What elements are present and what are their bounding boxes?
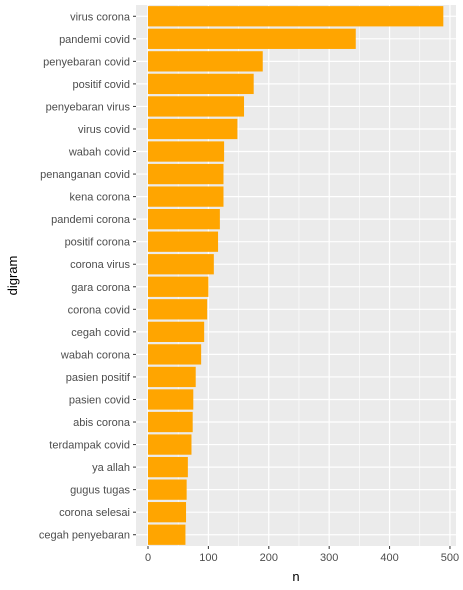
y-tick-label: pasien positif (66, 372, 131, 384)
y-tick-label: kena corona (69, 192, 130, 204)
bar (148, 366, 196, 388)
y-tick-label: pandemi corona (51, 214, 131, 226)
y-tick-label: virus corona (70, 11, 131, 23)
bar (148, 456, 188, 478)
grid-minor (177, 5, 421, 546)
y-tick-label: gara corona (71, 282, 131, 294)
y-tick-label: corona selesai (59, 507, 130, 519)
y-tick-label: positif corona (65, 237, 131, 249)
plot-panel (136, 5, 456, 546)
bar (148, 118, 238, 140)
x-axis-ticks: 0 100 200 300 400 500 (145, 546, 459, 564)
y-tick-label: penyebaran covid (43, 56, 130, 68)
bar (148, 209, 220, 230)
bar (148, 479, 187, 500)
grid-major (136, 5, 456, 546)
bar (148, 502, 187, 523)
bar (148, 73, 254, 95)
y-tick-label: abis corona (73, 417, 131, 429)
bar (148, 276, 209, 297)
bars (148, 6, 444, 545)
y-tick-label: positif covid (73, 79, 130, 91)
x-axis-title: n (292, 569, 299, 584)
y-tick-label: gugus tugas (70, 485, 130, 497)
y-tick-label: terdampak covid (49, 440, 130, 452)
bar (148, 411, 193, 433)
y-tick-label: cegah penyebaran (39, 530, 130, 542)
y-tick-label: penyebaran virus (46, 101, 131, 113)
bar (148, 186, 224, 207)
bar (148, 524, 186, 545)
bar (148, 96, 245, 117)
x-tick-label: 300 (320, 552, 338, 564)
y-tick-label: corona virus (70, 259, 130, 271)
bar (148, 299, 208, 320)
y-tick-label: pasien covid (69, 394, 130, 406)
bar (148, 254, 214, 275)
bar (148, 163, 224, 185)
bar (148, 51, 263, 72)
y-axis-title: digram (5, 256, 20, 296)
y-axis-ticks: virus corona pandemi covid penyebaran covi… (39, 11, 136, 542)
bar (148, 344, 202, 365)
bar (148, 389, 194, 410)
bar (148, 321, 205, 342)
bar (148, 141, 225, 162)
y-tick-label: virus covid (78, 124, 130, 136)
x-tick-label: 0 (145, 552, 151, 564)
y-tick-label: cegah covid (71, 327, 130, 339)
bar (148, 231, 219, 252)
x-tick-label: 100 (199, 552, 217, 564)
x-tick-label: 400 (380, 552, 398, 564)
bar (148, 6, 444, 27)
x-tick-label: 200 (260, 552, 278, 564)
x-tick-label: 500 (441, 552, 459, 564)
y-tick-label: ya allah (92, 462, 130, 474)
y-tick-label: penanganan covid (40, 169, 130, 181)
y-tick-label: wabah corona (60, 349, 131, 361)
bar (148, 28, 356, 49)
bar (148, 434, 192, 455)
y-tick-label: corona covid (68, 304, 130, 316)
y-tick-label: pandemi covid (59, 34, 130, 46)
y-tick-label: wabah covid (68, 147, 130, 159)
